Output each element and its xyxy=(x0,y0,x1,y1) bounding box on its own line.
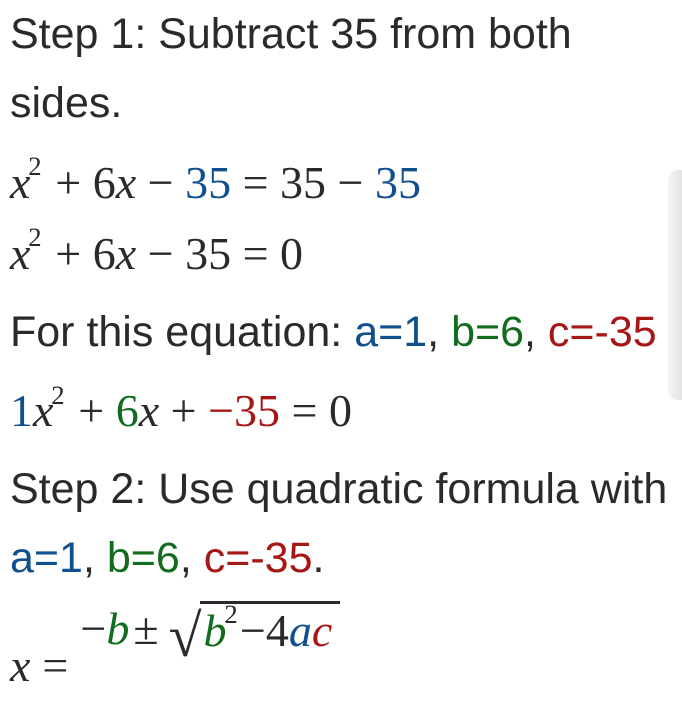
num-35-blue: 35 xyxy=(375,157,421,208)
op-plusminus: ± xyxy=(133,602,158,655)
num-35: 35 xyxy=(185,228,231,279)
step2-prefix: Step 2: Use quadratic formula with xyxy=(10,465,667,513)
eq-zero: = 0 xyxy=(280,385,352,436)
op-minus: − xyxy=(326,157,375,208)
var-x: x xyxy=(10,639,30,692)
fraction: −b ± √ b2 − 4ac xyxy=(74,601,346,659)
eq-zero: = 0 xyxy=(231,228,303,279)
var-x: x xyxy=(116,157,136,208)
op-equals: = xyxy=(42,639,68,692)
coeff-c: c=-35 xyxy=(548,308,657,356)
comma: , xyxy=(83,534,107,582)
coef-1: 1 xyxy=(10,385,33,436)
exponent-2: 2 xyxy=(28,222,41,252)
coeff-c: c=-35 xyxy=(204,534,313,582)
var-x: x xyxy=(139,385,159,436)
op-minus: − xyxy=(136,157,185,208)
exponent-2: 2 xyxy=(224,599,237,630)
op-plus: + xyxy=(44,228,93,279)
coef-6: 6 xyxy=(93,228,116,279)
radical-icon: √ xyxy=(169,621,202,651)
num-35-blue: 35 xyxy=(185,157,231,208)
coeff-b: b=6 xyxy=(107,534,180,582)
op-plus: + xyxy=(67,385,116,436)
radicand: b2 − 4ac xyxy=(200,601,341,657)
comma: , xyxy=(180,534,204,582)
equation-1: x2 + 6x − 35 = 35 − 35 xyxy=(10,156,672,209)
equation-2: x2 + 6x − 35 = 0 xyxy=(10,227,672,280)
coeff-prefix: For this equation: xyxy=(10,308,354,356)
num-35: 35 xyxy=(280,157,326,208)
coefficients-text: For this equation: a=1, b=6, c=-35 xyxy=(10,298,672,367)
var-b: b xyxy=(106,602,129,655)
var-a: a xyxy=(289,604,312,657)
coef-4: 4 xyxy=(266,604,289,657)
var-b: b xyxy=(204,604,227,657)
neg-35: −35 xyxy=(208,385,280,436)
op-plus: + xyxy=(44,157,93,208)
coef-6: 6 xyxy=(116,385,139,436)
op-equals: = xyxy=(231,157,280,208)
square-root: √ b2 − 4ac xyxy=(169,601,341,657)
step-1-text: Step 1: Subtract 35 from both sides. xyxy=(10,0,672,138)
coeff-b: b=6 xyxy=(451,308,524,356)
coeff-a: a=1 xyxy=(10,534,83,582)
op-plus: + xyxy=(159,385,208,436)
coeff-a: a=1 xyxy=(354,308,427,356)
op-neg: − xyxy=(80,602,106,655)
var-c: c xyxy=(312,604,332,657)
step-2-text: Step 2: Use quadratic formula with a=1, … xyxy=(10,455,672,593)
coef-6: 6 xyxy=(93,157,116,208)
scroll-shadow xyxy=(668,170,682,400)
comma: , xyxy=(427,308,451,356)
period: . xyxy=(312,534,324,582)
op-minus: − xyxy=(240,604,266,657)
numerator: −b ± √ b2 − 4ac xyxy=(74,601,346,659)
var-x: x xyxy=(116,228,136,279)
exponent-2: 2 xyxy=(51,380,64,410)
quadratic-formula: x = −b ± √ b2 − 4ac xyxy=(10,601,672,659)
exponent-2: 2 xyxy=(28,151,41,181)
equation-3: 1x2 + 6x + −35 = 0 xyxy=(10,384,672,437)
op-minus: − xyxy=(136,228,185,279)
comma: , xyxy=(524,308,548,356)
